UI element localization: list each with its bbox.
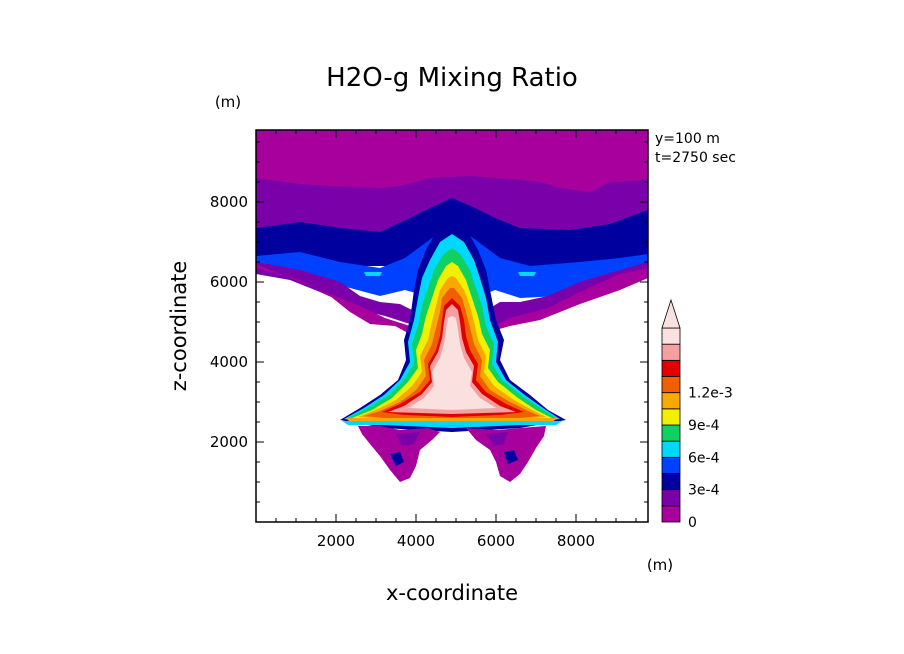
annotation-t: t=2750 sec bbox=[655, 150, 736, 166]
x-axis-label: x-coordinate bbox=[386, 581, 518, 605]
lobe-right-mid bbox=[486, 432, 508, 446]
base-stripe-cyan bbox=[342, 421, 562, 425]
colorbar-swatch bbox=[661, 473, 681, 491]
y-tick-label: 4000 bbox=[210, 353, 248, 371]
colorbar-tick-label: 9e-4 bbox=[688, 418, 720, 434]
y-tick-label: 2000 bbox=[210, 433, 248, 451]
x-tick-label: 6000 bbox=[477, 532, 515, 550]
colorbar-swatch bbox=[661, 392, 681, 410]
colorbar-swatch bbox=[661, 424, 681, 442]
x-tick-label: 8000 bbox=[557, 532, 595, 550]
colorbar-swatch bbox=[661, 440, 681, 458]
x-tick-label: 4000 bbox=[397, 532, 435, 550]
colorbar-extend-arrow bbox=[661, 298, 681, 329]
y-tick-labels: 2000 4000 6000 8000 bbox=[210, 193, 248, 451]
chart-title: H2O-g Mixing Ratio bbox=[326, 63, 578, 93]
y-unit-label: (m) bbox=[215, 93, 241, 111]
colorbar-tick-labels: 0 3e-4 6e-4 9e-4 1.2e-3 bbox=[688, 386, 733, 531]
band-top bbox=[256, 130, 648, 170]
colorbar-swatch bbox=[661, 376, 681, 394]
plot-frame bbox=[255, 129, 649, 523]
colorbar-tick-label: 0 bbox=[688, 515, 697, 531]
streak-left bbox=[364, 272, 382, 276]
colorbar-swatch bbox=[661, 408, 681, 426]
colorbar-swatch bbox=[661, 505, 681, 523]
y-axis-label: z-coordinate bbox=[167, 261, 191, 392]
colorbar-tick-label: 3e-4 bbox=[688, 483, 720, 499]
lobe-left-mid bbox=[396, 432, 420, 446]
colorbar-swatch bbox=[661, 359, 681, 377]
colorbar-tick-label: 1.2e-3 bbox=[688, 386, 733, 402]
colorbar-tick-label: 6e-4 bbox=[688, 450, 720, 466]
contour-field bbox=[256, 130, 648, 482]
x-tick-labels: 2000 4000 6000 8000 bbox=[317, 532, 595, 550]
annotation-y: y=100 m bbox=[655, 131, 720, 147]
colorbar-swatch bbox=[661, 456, 681, 474]
band-top-magenta-notch bbox=[256, 170, 648, 192]
colorbar-swatch bbox=[661, 489, 681, 507]
axis-ticks bbox=[256, 130, 648, 522]
streak-right bbox=[518, 272, 536, 276]
colorbar-swatch bbox=[661, 327, 681, 345]
y-tick-label: 6000 bbox=[210, 273, 248, 291]
colorbar bbox=[661, 298, 681, 523]
y-tick-label: 8000 bbox=[210, 193, 248, 211]
x-unit-label: (m) bbox=[647, 556, 673, 574]
lobe-right-inner bbox=[504, 450, 518, 464]
column-core bbox=[408, 316, 496, 410]
colorbar-swatch bbox=[661, 343, 681, 361]
lobe-left-inner bbox=[390, 452, 404, 466]
x-tick-label: 2000 bbox=[317, 532, 355, 550]
